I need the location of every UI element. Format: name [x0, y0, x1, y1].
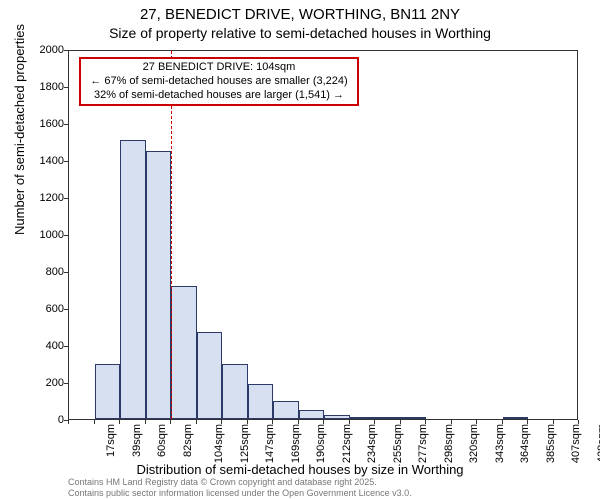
- x-tick-mark: [476, 420, 477, 424]
- histogram-bar: [248, 384, 274, 419]
- y-tick-mark: [64, 346, 68, 347]
- x-tick-mark: [298, 420, 299, 424]
- histogram-bar: [95, 364, 121, 420]
- y-tick-label: 1600: [24, 118, 64, 130]
- histogram-bar: [324, 415, 350, 419]
- y-tick-mark: [64, 272, 68, 273]
- chart-title-line1: 27, BENEDICT DRIVE, WORTHING, BN11 2NY: [0, 6, 600, 23]
- histogram-bar: [273, 401, 299, 420]
- chart-container: 27, BENEDICT DRIVE, WORTHING, BN11 2NY S…: [0, 0, 600, 500]
- y-tick-mark: [64, 198, 68, 199]
- y-tick-mark: [64, 50, 68, 51]
- x-tick-mark: [145, 420, 146, 424]
- x-tick-label: 104sqm: [213, 424, 225, 463]
- footer-line-1: Contains HM Land Registry data © Crown c…: [68, 477, 412, 487]
- x-tick-mark: [323, 420, 324, 424]
- x-tick-label: 212sqm: [341, 424, 353, 463]
- x-tick-label: 169sqm: [290, 424, 302, 463]
- y-tick-label: 800: [24, 266, 64, 278]
- x-tick-label: 147sqm: [264, 424, 276, 463]
- x-tick-label: 82sqm: [182, 424, 194, 457]
- x-tick-mark: [502, 420, 503, 424]
- x-tick-label: 125sqm: [239, 424, 251, 463]
- x-tick-mark: [119, 420, 120, 424]
- x-tick-mark: [349, 420, 350, 424]
- x-tick-mark: [68, 420, 69, 424]
- x-tick-label: 190sqm: [315, 424, 327, 463]
- histogram-bar: [350, 417, 376, 419]
- x-tick-label: 320sqm: [468, 424, 480, 463]
- x-tick-label: 234sqm: [366, 424, 378, 463]
- x-tick-label: 277sqm: [417, 424, 429, 463]
- plot-area: 27 BENEDICT DRIVE: 104sqm ← 67% of semi-…: [68, 50, 578, 420]
- histogram-bar: [197, 332, 223, 419]
- x-tick-label: 60sqm: [156, 424, 168, 457]
- x-tick-mark: [400, 420, 401, 424]
- y-tick-label: 0: [24, 414, 64, 426]
- x-tick-label: 364sqm: [519, 424, 531, 463]
- x-tick-mark: [425, 420, 426, 424]
- y-tick-label: 200: [24, 377, 64, 389]
- x-tick-label: 343sqm: [494, 424, 506, 463]
- annotation-line-2: ← 67% of semi-detached houses are smalle…: [87, 75, 351, 89]
- y-tick-label: 400: [24, 340, 64, 352]
- histogram-bar: [146, 151, 172, 419]
- y-tick-label: 2000: [24, 44, 64, 56]
- histogram-bar: [120, 140, 146, 419]
- y-tick-label: 1400: [24, 155, 64, 167]
- histogram-bar: [503, 417, 529, 419]
- x-tick-label: 385sqm: [545, 424, 557, 463]
- x-tick-mark: [553, 420, 554, 424]
- x-tick-label: 407sqm: [570, 424, 582, 463]
- y-tick-mark: [64, 235, 68, 236]
- histogram-bar: [222, 364, 248, 420]
- x-tick-mark: [578, 420, 579, 424]
- histogram-bar: [299, 410, 325, 419]
- y-tick-label: 1000: [24, 229, 64, 241]
- y-tick-mark: [64, 383, 68, 384]
- x-tick-label: 428sqm: [596, 424, 600, 463]
- x-tick-label: 298sqm: [443, 424, 455, 463]
- x-tick-mark: [527, 420, 528, 424]
- x-tick-mark: [272, 420, 273, 424]
- x-tick-label: 39sqm: [131, 424, 143, 457]
- annotation-box: 27 BENEDICT DRIVE: 104sqm ← 67% of semi-…: [79, 57, 359, 106]
- y-tick-mark: [64, 309, 68, 310]
- x-tick-label: 17sqm: [105, 424, 117, 457]
- x-tick-label: 255sqm: [392, 424, 404, 463]
- y-tick-label: 600: [24, 303, 64, 315]
- footer-line-2: Contains public sector information licen…: [68, 488, 412, 498]
- y-tick-mark: [64, 161, 68, 162]
- footer-attribution: Contains HM Land Registry data © Crown c…: [68, 477, 412, 498]
- x-tick-mark: [374, 420, 375, 424]
- y-tick-label: 1200: [24, 192, 64, 204]
- histogram-bar: [171, 286, 197, 419]
- y-tick-mark: [64, 87, 68, 88]
- x-tick-mark: [451, 420, 452, 424]
- x-tick-mark: [221, 420, 222, 424]
- x-tick-mark: [94, 420, 95, 424]
- x-tick-mark: [170, 420, 171, 424]
- annotation-line-1: 27 BENEDICT DRIVE: 104sqm: [87, 61, 351, 75]
- x-tick-mark: [196, 420, 197, 424]
- x-axis-label: Distribution of semi-detached houses by …: [0, 462, 600, 477]
- y-tick-label: 1800: [24, 81, 64, 93]
- y-tick-mark: [64, 124, 68, 125]
- histogram-bar: [375, 417, 401, 419]
- x-tick-mark: [247, 420, 248, 424]
- chart-title-line2: Size of property relative to semi-detach…: [0, 25, 600, 41]
- annotation-line-3: 32% of semi-detached houses are larger (…: [87, 89, 351, 103]
- histogram-bar: [401, 417, 427, 419]
